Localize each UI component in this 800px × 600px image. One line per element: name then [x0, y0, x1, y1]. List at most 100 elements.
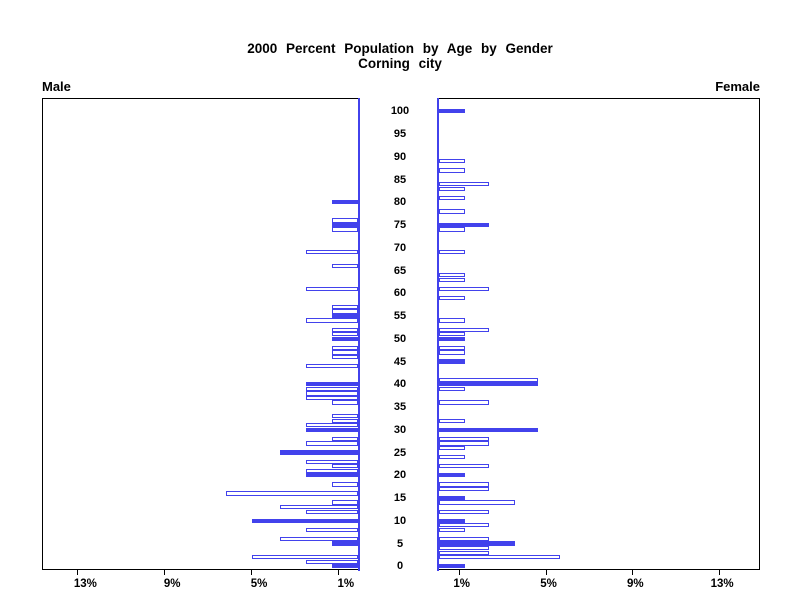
- male-tick-label-9: 9%: [163, 578, 181, 590]
- female-bar-age-64: [438, 272, 465, 278]
- male-bar-age-38: [306, 391, 359, 396]
- age-label-35: 35: [393, 401, 407, 414]
- age-label-95: 95: [393, 128, 407, 141]
- female-bar-age-0: [438, 564, 465, 569]
- male-bar-age-16: [226, 491, 359, 496]
- female-bar-age-87: [438, 168, 465, 173]
- male-bar-age-37: [306, 395, 359, 401]
- age-label-60: 60: [393, 287, 407, 300]
- age-label-20: 20: [393, 469, 407, 482]
- female-bar-age-47: [438, 350, 465, 355]
- male-bar-age-56: [332, 309, 359, 314]
- age-label-25: 25: [393, 446, 407, 459]
- male-bar-age-36: [332, 400, 359, 405]
- female-bar-age-2: [438, 555, 561, 560]
- female-bar-age-15: [438, 495, 465, 501]
- male-bar-age-52: [332, 327, 359, 332]
- male-tick-label-1: 1%: [337, 578, 355, 590]
- chart-title: 2000 Percent Population by Age by Gender: [247, 41, 553, 56]
- female-side-label: Female: [715, 79, 760, 94]
- female-bar-age-100: [438, 109, 465, 114]
- male-bar-age-30: [306, 427, 359, 432]
- male-bar-age-2: [252, 555, 359, 560]
- female-bar-age-45: [438, 359, 465, 364]
- male-bar-age-50: [332, 336, 359, 341]
- age-label-0: 0: [396, 560, 404, 573]
- female-panel: [437, 98, 760, 570]
- male-bar-age-6: [280, 536, 359, 542]
- male-bar-age-61: [306, 286, 359, 291]
- female-tick-13: [719, 570, 721, 575]
- male-tick-label-5: 5%: [250, 578, 268, 590]
- male-bar-age-39: [306, 386, 359, 391]
- female-bar-age-78: [438, 209, 465, 214]
- female-bar-age-22: [438, 464, 489, 469]
- female-bar-age-10: [438, 518, 465, 523]
- female-bar-age-51: [438, 332, 465, 337]
- female-bar-age-32: [438, 418, 465, 423]
- female-bar-age-84: [438, 181, 489, 187]
- male-bar-age-74: [332, 227, 359, 232]
- female-bar-age-5: [438, 541, 515, 546]
- age-label-50: 50: [393, 332, 407, 345]
- age-label-65: 65: [393, 264, 407, 277]
- female-bar-age-40: [438, 382, 539, 387]
- male-bar-age-25: [280, 450, 359, 455]
- female-tick-1: [458, 570, 460, 575]
- female-bar-age-54: [438, 318, 465, 323]
- male-bar-age-27: [306, 441, 359, 446]
- female-bar-age-30: [438, 427, 539, 432]
- male-bar-age-21: [306, 468, 359, 473]
- male-bar-age-48: [332, 345, 359, 351]
- male-side-label: Male: [42, 79, 71, 94]
- female-bar-age-81: [438, 195, 465, 200]
- male-bar-age-20: [306, 473, 359, 478]
- male-panel: [42, 98, 360, 570]
- male-bar-age-32: [332, 418, 359, 423]
- male-tick-5: [251, 570, 252, 575]
- age-label-55: 55: [393, 310, 407, 323]
- female-bar-age-3: [438, 550, 489, 555]
- male-bar-age-10: [252, 518, 359, 523]
- female-bar-age-4: [438, 545, 489, 551]
- age-label-100: 100: [390, 105, 410, 118]
- female-tick-5: [545, 570, 547, 575]
- male-bar-age-14: [332, 500, 359, 505]
- male-bar-age-13: [280, 505, 359, 510]
- male-bar-age-23: [306, 459, 359, 464]
- female-bar-age-9: [438, 523, 489, 528]
- male-tick-13: [77, 570, 79, 575]
- male-bar-age-8: [306, 527, 359, 533]
- female-bar-age-28: [438, 436, 489, 442]
- female-bar-age-74: [438, 227, 465, 232]
- female-bar-age-18: [438, 482, 489, 487]
- male-tick-1: [337, 570, 339, 575]
- chart-subtitle: Corning city: [358, 56, 442, 71]
- female-bar-age-89: [438, 159, 465, 164]
- female-bar-age-12: [438, 509, 489, 514]
- female-bar-age-63: [438, 277, 465, 282]
- female-bar-age-17: [438, 486, 489, 492]
- male-bar-age-33: [332, 414, 359, 419]
- female-zero-axis: [436, 98, 439, 571]
- male-bar-age-51: [332, 332, 359, 337]
- male-bar-age-31: [306, 423, 359, 428]
- male-bar-age-5: [332, 541, 359, 546]
- male-tick-label-13: 13%: [73, 578, 97, 590]
- female-tick-9: [632, 570, 634, 575]
- female-tick-label-5: 5%: [540, 578, 557, 590]
- female-bar-age-20: [438, 473, 465, 478]
- male-bar-age-55: [332, 313, 359, 319]
- male-bar-age-57: [332, 304, 359, 310]
- male-bar-age-69: [306, 250, 359, 255]
- male-bar-age-46: [332, 354, 359, 360]
- male-bar-age-47: [332, 350, 359, 355]
- age-label-30: 30: [393, 423, 407, 436]
- female-bar-age-39: [438, 386, 465, 391]
- male-bar-age-40: [306, 382, 359, 387]
- female-bar-age-6: [438, 536, 489, 542]
- age-label-70: 70: [393, 241, 407, 254]
- male-bar-age-1: [306, 559, 359, 564]
- female-bar-age-52: [438, 327, 489, 332]
